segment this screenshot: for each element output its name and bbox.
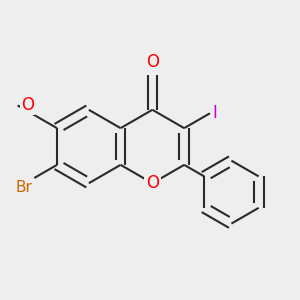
Text: O: O — [21, 96, 34, 114]
Text: O: O — [146, 174, 159, 192]
Text: I: I — [213, 103, 218, 122]
Text: O: O — [146, 52, 159, 70]
Text: Br: Br — [16, 180, 33, 195]
